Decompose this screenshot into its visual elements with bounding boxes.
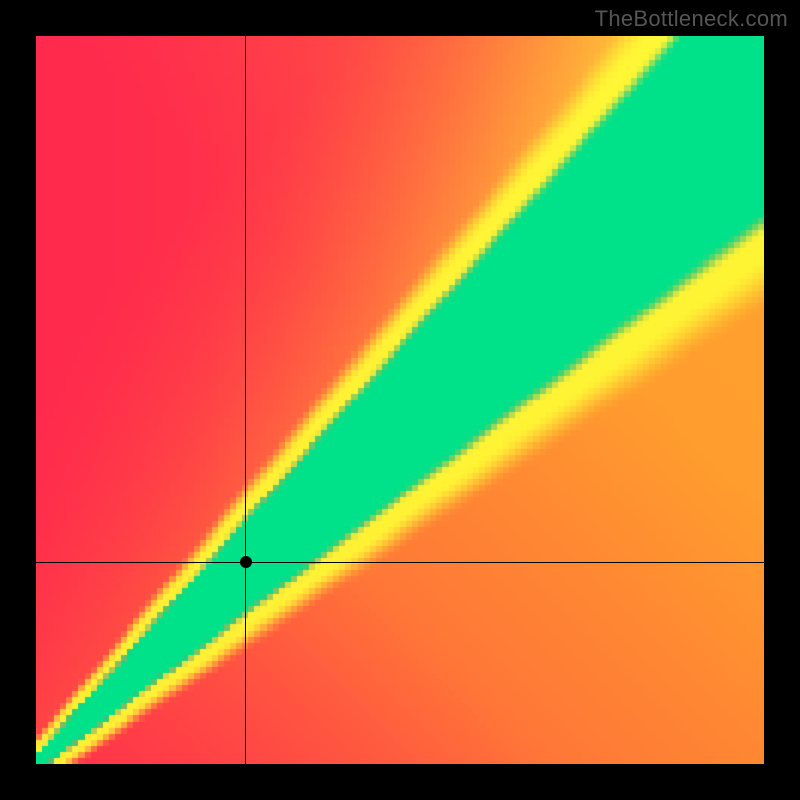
bottleneck-heatmap	[36, 36, 764, 764]
plot-frame	[0, 0, 800, 800]
crosshair-vertical	[245, 36, 246, 764]
crosshair-marker	[240, 556, 252, 568]
crosshair-horizontal	[36, 562, 764, 563]
watermark-text: TheBottleneck.com	[595, 6, 788, 32]
